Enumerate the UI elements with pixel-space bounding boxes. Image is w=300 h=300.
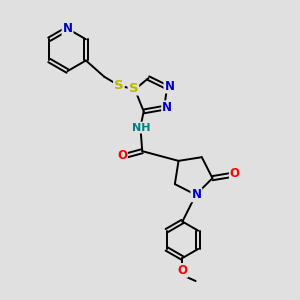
Text: N: N bbox=[63, 22, 73, 35]
Text: NH: NH bbox=[131, 123, 150, 133]
Text: N: N bbox=[191, 188, 201, 201]
Text: S: S bbox=[114, 79, 124, 92]
Text: N: N bbox=[162, 101, 172, 114]
Text: S: S bbox=[129, 82, 138, 94]
Text: N: N bbox=[164, 80, 174, 93]
Text: O: O bbox=[177, 264, 188, 277]
Text: O: O bbox=[117, 149, 127, 162]
Text: O: O bbox=[230, 167, 240, 180]
